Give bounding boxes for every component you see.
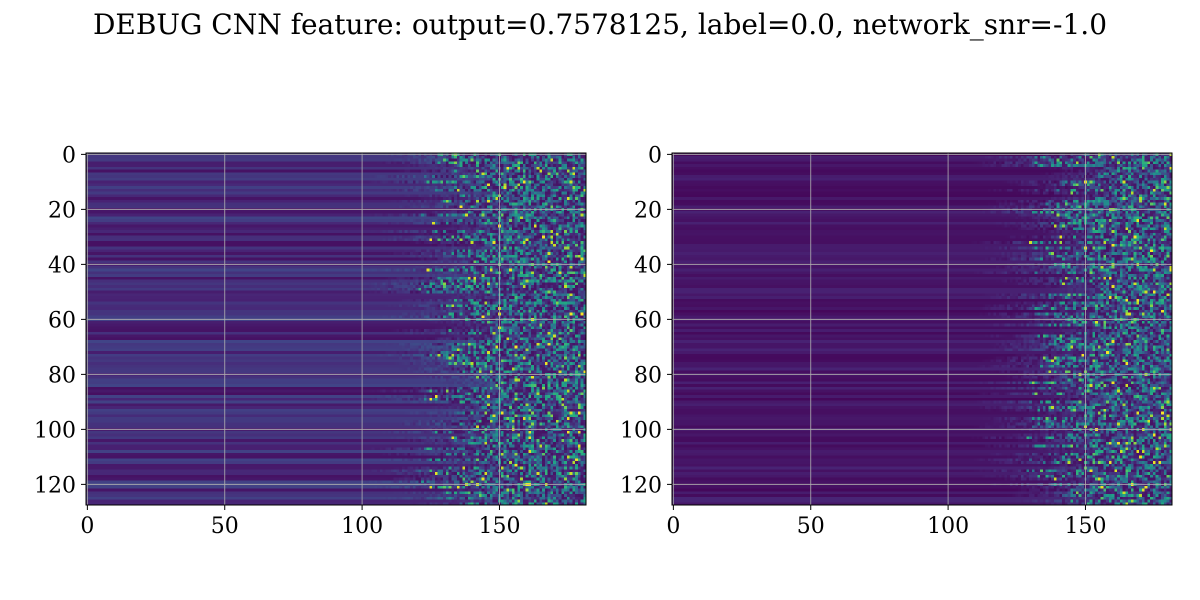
x-tick-label: 100 <box>341 514 383 539</box>
x-tick-label: 150 <box>1064 514 1106 539</box>
y-tick-label: 120 <box>620 473 662 498</box>
heatmap-image <box>86 153 586 505</box>
y-tick-label: 0 <box>648 143 662 168</box>
x-tick-label: 50 <box>797 514 825 539</box>
y-tick-label: 20 <box>634 198 662 223</box>
y-tick-label: 20 <box>48 198 76 223</box>
axes-frame <box>85 152 587 506</box>
figure-title: DEBUG CNN feature: output=0.7578125, lab… <box>93 8 1107 41</box>
y-tick-label: 100 <box>34 418 76 443</box>
x-tick-label: 0 <box>80 514 94 539</box>
y-tick-label: 40 <box>48 253 76 278</box>
y-tick-label: 80 <box>634 363 662 388</box>
y-tick-label: 40 <box>634 253 662 278</box>
heatmap-panel-1: 0 50 100 150 0 20 40 60 80 100 120 <box>34 143 587 539</box>
y-tick-label: 60 <box>634 308 662 333</box>
x-tick-label: 0 <box>666 514 680 539</box>
y-tick-label: 100 <box>620 418 662 443</box>
y-tick-label: 80 <box>48 363 76 388</box>
y-tick-label: 120 <box>34 473 76 498</box>
axes-frame <box>671 152 1173 506</box>
y-tick-label: 0 <box>62 143 76 168</box>
x-tick-label: 100 <box>927 514 969 539</box>
x-tick-label: 50 <box>211 514 239 539</box>
heatmap-panel-2: 0 50 100 150 0 20 40 60 80 100 120 <box>620 143 1173 539</box>
heatmap-image <box>672 153 1172 505</box>
x-tick-label: 150 <box>478 514 520 539</box>
y-tick-label: 60 <box>48 308 76 333</box>
